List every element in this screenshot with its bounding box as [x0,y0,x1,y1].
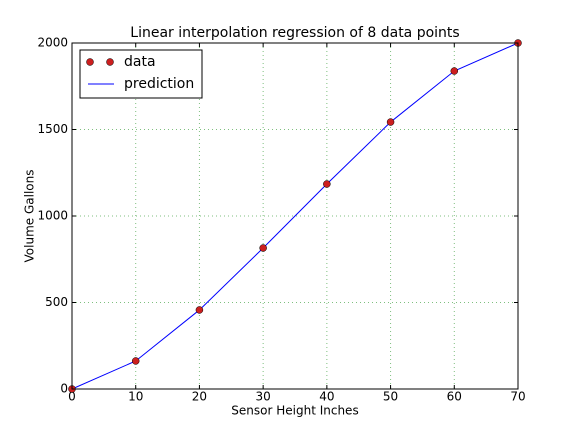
legend-box [79,49,203,99]
data-point [195,306,204,314]
data-point [323,180,331,188]
legend-marker [106,58,114,66]
y-tick-label: 500 [45,295,68,309]
legend-label: prediction [124,76,194,92]
data-point [386,118,395,126]
x-tick-label: 70 [510,390,525,404]
chart-title: Linear interpolation regression of 8 dat… [130,25,459,41]
plot-frame [71,42,519,390]
y-tick-label: 2000 [37,36,68,50]
x-tick-label: 50 [383,390,398,404]
x-tick-label: 40 [319,390,334,404]
legend-marker [86,58,94,66]
y-tick-label: 1000 [37,209,68,223]
data-point [259,244,267,252]
line [71,42,519,390]
x-tick-label: 10 [128,390,143,404]
y-axis-label: Volume Gallons [23,170,37,263]
x-tick-label: 20 [192,390,207,404]
data-point [450,67,459,75]
x-axis-label: Sensor Height Inches [231,404,358,418]
x-tick-label: 30 [256,390,271,404]
x-tick-label: 0 [68,390,76,404]
data-point [131,357,140,365]
x-tick-label: 60 [447,390,462,404]
y-tick-label: 0 [60,382,68,396]
y-tick-label: 1500 [37,122,68,136]
legend-label: data [124,54,156,70]
